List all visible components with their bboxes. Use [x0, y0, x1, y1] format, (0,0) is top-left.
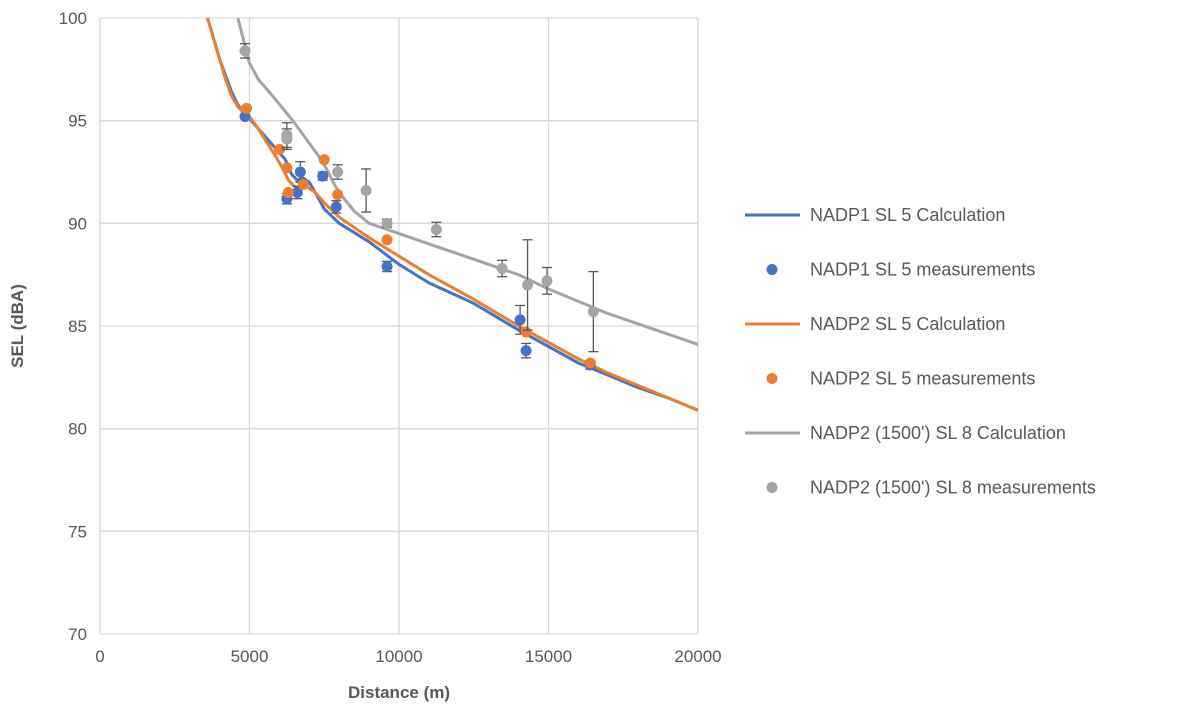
legend-label: NADP1 SL 5 Calculation: [810, 205, 1005, 225]
x-tick-label: 0: [95, 647, 104, 666]
y-tick-label: 70: [68, 625, 87, 644]
data-point: [496, 263, 508, 275]
legend: NADP1 SL 5 Calculation NADP1 SL 5 measure…: [745, 205, 1096, 498]
x-tick-label: 5000: [231, 647, 269, 666]
data-point: [541, 275, 553, 287]
data-point: [317, 170, 329, 182]
data-point: [282, 187, 294, 199]
x-tick-label: 10000: [375, 647, 422, 666]
data-point: [332, 166, 344, 178]
data-point: [294, 166, 306, 178]
x-tick-label: 20000: [674, 647, 721, 666]
legend-label: NADP2 (1500') SL 8 Calculation: [810, 423, 1066, 443]
y-tick-label: 100: [59, 9, 87, 28]
data-point: [520, 326, 532, 338]
data-point: [241, 102, 253, 114]
y-tick-label: 85: [68, 317, 87, 336]
data-point: [430, 223, 442, 235]
y-tick-label: 75: [68, 522, 87, 541]
legend-marker: [766, 264, 778, 275]
y-tick-label: 90: [68, 214, 87, 233]
data-point: [281, 133, 293, 145]
series-layer: [206, 18, 698, 412]
data-point: [281, 162, 293, 174]
data-point: [587, 306, 599, 318]
data-point: [522, 279, 534, 291]
y-tick-label: 95: [68, 112, 87, 131]
legend-label: NADP2 SL 5 Calculation: [810, 314, 1005, 334]
legend-marker: [766, 482, 778, 493]
data-point: [297, 178, 309, 190]
data-point: [273, 143, 285, 155]
data-point: [239, 45, 251, 57]
data-point: [330, 201, 342, 213]
data-point: [584, 357, 596, 369]
data-point: [291, 187, 303, 199]
data-point: [332, 189, 344, 201]
y-axis-title: SEL (dBA): [8, 284, 27, 368]
x-axis-title: Distance (m): [348, 683, 450, 702]
legend-label: NADP1 SL 5 measurements: [810, 260, 1035, 280]
data-point: [239, 111, 251, 123]
data-point: [360, 184, 372, 196]
legend-marker: [766, 373, 778, 384]
data-point: [381, 217, 393, 229]
data-point: [520, 345, 532, 357]
x-tick-labels: 0 5000 10000 15000 20000: [95, 647, 721, 666]
legend-label: NADP2 (1500') SL 8 measurements: [810, 478, 1096, 498]
data-point: [318, 154, 330, 166]
y-tick-label: 80: [68, 420, 87, 439]
series-line: [206, 18, 698, 412]
x-tick-label: 15000: [525, 647, 572, 666]
data-point: [514, 314, 526, 326]
y-tick-labels: 70 75 80 85 90 95 100: [59, 9, 87, 644]
data-point: [381, 260, 393, 272]
legend-label: NADP2 SL 5 measurements: [810, 369, 1035, 389]
points-layer: [239, 43, 599, 371]
grid: [99, 17, 699, 635]
series-line: [206, 18, 698, 412]
data-point: [381, 234, 393, 246]
